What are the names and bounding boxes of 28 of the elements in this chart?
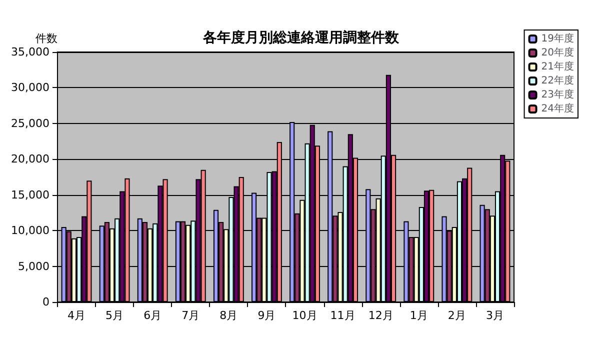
legend-label: 20年度	[541, 46, 574, 58]
chart-title: 各年度月別総連絡運用調整件数	[202, 29, 400, 46]
y-tick-label: 0	[42, 296, 50, 308]
y-tick-label: 20,000	[10, 152, 50, 166]
y-tick-label: 30,000	[10, 81, 50, 94]
y-tick-label: 35,000	[10, 46, 50, 58]
x-tick-label: 5月	[106, 309, 124, 322]
y-axis-title: 件数	[35, 32, 58, 45]
x-tick-label: 12月	[368, 309, 394, 322]
legend-label: 24年度	[541, 102, 574, 114]
legend-label: 19年度	[541, 32, 574, 44]
x-tick-label: 2月	[448, 309, 466, 322]
x-tick-label: 1月	[410, 309, 428, 322]
y-tick-label: 5,000	[18, 260, 50, 273]
x-tick-label: 3月	[486, 309, 504, 322]
legend-label: 23年度	[541, 88, 574, 100]
x-tick-label: 9月	[258, 309, 276, 322]
x-tick-label: 6月	[144, 309, 162, 322]
x-tick-label: 4月	[68, 309, 86, 322]
y-tick-label: 15,000	[10, 188, 50, 202]
legend-label: 22年度	[541, 74, 574, 86]
y-tick-label: 25,000	[10, 116, 50, 130]
y-tick-label: 10,000	[10, 224, 50, 238]
x-tick-label: 7月	[182, 309, 200, 322]
x-tick-label: 10月	[292, 309, 318, 322]
legend-label: 21年度	[541, 60, 574, 72]
x-tick-label: 8月	[220, 309, 238, 322]
x-tick-label: 11月	[330, 309, 356, 322]
